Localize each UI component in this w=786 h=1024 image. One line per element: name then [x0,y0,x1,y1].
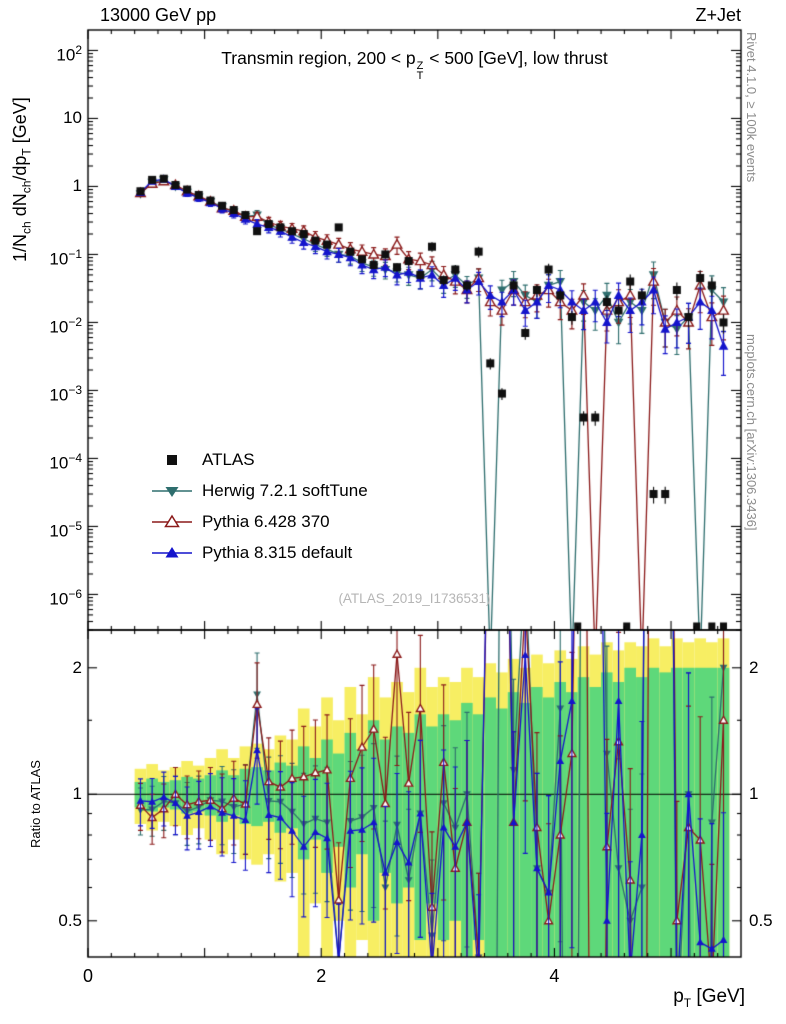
ratio-left-tick-label: 2 [72,657,82,677]
ratio-right-tick-label: 1 [749,784,759,804]
y-title-part: ch [19,221,34,234]
panel-title-symbol: p [405,48,416,68]
y-axis-title: 1/Nch dNch/dpT [GeV] [10,97,34,262]
ratio-axis-title: Ratio to ATLAS [28,760,43,848]
x-title-suffix: [GeV] [691,986,745,1007]
header-process: Z+Jet [695,5,741,25]
y-title-part: /dp [10,155,30,181]
legend-item-atlas: ATLAS [150,444,368,475]
y-axis-tick-label: 10−6 [49,587,82,610]
ratio-right-tick-label: 0.5 [749,910,773,930]
y-axis-tick-label: 10−4 [49,451,82,474]
x-title-sub: T [683,995,692,1010]
header-beam-energy: 13000 GeV pp [100,5,217,25]
y-axis-tick-label: 102 [56,43,82,66]
ratio-left-tick-label: 0.5 [58,910,82,930]
y-axis-tick-label: 10−5 [49,519,82,542]
y-axis-tick-label: 10−3 [49,383,82,406]
x-axis-tick-label: 4 [549,966,560,986]
x-title-base: p [673,986,684,1007]
panel-title-sup: Z [416,59,424,72]
ratio-right-tick-label: 2 [749,657,759,677]
x-axis-tick-label: 0 [82,966,93,986]
legend-label-pythia6: Pythia 6.428 370 [202,511,330,531]
y-axis-tick-label: 10−1 [49,247,82,270]
y-title-part: [GeV] [10,97,30,149]
panel-title-prefix: Transmin region, 200 < [221,48,406,68]
y-title-part: ch [19,180,34,194]
y-title-part: 1/N [10,233,30,262]
legend-label-atlas: ATLAS [202,449,255,469]
rivet-version-note: Rivet 4.1.0, ≥ 100k events [744,32,759,183]
herwig-triangle-down-marker-icon [152,486,192,497]
x-axis-title: pT [GeV] [673,986,745,1010]
panel-title-suffix: < 500 [GeV], low thrust [424,48,608,68]
y-title-part: dN [10,193,30,222]
mcplots-arxiv-note: mcplots.cern.ch [arXiv:1306.3436] [744,334,759,531]
y-axis-tick-label: 10−2 [49,315,82,338]
y-axis-tick-label: 10 [63,108,82,128]
legend-item-pythia6: Pythia 6.428 370 [150,506,368,537]
legend: ATLAS Herwig 7.2.1 softTune Pythia 6.428… [150,444,368,568]
analysis-watermark: (ATLAS_2019_I1736531) [338,591,491,606]
ratio-left-tick-label: 1 [72,784,82,804]
legend-item-herwig: Herwig 7.2.1 softTune [150,475,368,506]
y-title-part: T [19,148,34,156]
legend-label-herwig: Herwig 7.2.1 softTune [202,480,368,500]
legend-label-pythia8: Pythia 8.315 default [202,542,353,562]
atlas-square-marker-icon [167,454,177,465]
x-axis-tick-label: 2 [316,966,327,986]
y-axis-tick-label: 1 [72,176,82,196]
panel-title-sub: T [416,70,424,83]
pythia8-triangle-up-marker-icon [152,546,192,557]
legend-item-pythia8: Pythia 8.315 default [150,537,368,568]
pythia6-open-triangle-marker-icon [152,514,192,527]
